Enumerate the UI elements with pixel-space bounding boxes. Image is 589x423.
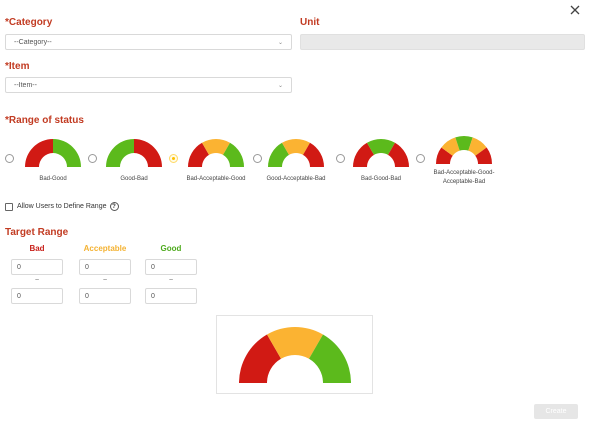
required-mark: *	[5, 115, 9, 126]
gauge-option-1[interactable]	[106, 138, 162, 168]
gauge-segment-acceptable	[267, 327, 323, 359]
target-range-label: Target Range	[5, 227, 69, 238]
range-option-radio[interactable]	[169, 154, 178, 163]
gauge-segment-bad	[239, 334, 281, 383]
gauge-segment-bad	[303, 142, 324, 167]
gauge-segment-good	[268, 142, 289, 167]
required-mark: *	[5, 17, 9, 28]
range-separator: ~	[103, 277, 108, 284]
close-icon	[570, 5, 580, 15]
gauge-segment-acceptable	[202, 139, 230, 155]
gauge-option-2[interactable]	[188, 138, 244, 168]
gauge-segment-bad	[388, 142, 409, 167]
gauge-segment-good	[53, 139, 81, 167]
allow-users-checkbox[interactable]	[5, 202, 13, 211]
gauge-segment-bad	[353, 142, 374, 167]
gauge-option-label: Good-Acceptable-Bad	[266, 176, 326, 182]
gauge-preview	[216, 315, 373, 394]
gauge-segment-good	[309, 334, 351, 383]
gauge-segment-bad	[25, 139, 53, 167]
target-col-header: Good	[160, 244, 182, 253]
gauge-option-label: Bad-Acceptable-Good	[186, 176, 246, 182]
chevron-down-icon: ⌄	[277, 39, 283, 46]
chevron-down-icon: ⌄	[277, 82, 283, 89]
gauge-option-label: Bad-Acceptable-Good-Acceptable-Bad	[433, 170, 495, 185]
gauge-segment-good	[106, 139, 134, 167]
close-button[interactable]	[568, 3, 582, 17]
range-option-radio[interactable]	[336, 154, 345, 163]
range-option-radio[interactable]	[88, 154, 97, 163]
gauge-option-label: Bad-Good	[39, 176, 67, 182]
gauge-segment-bad	[134, 139, 162, 167]
required-mark: *	[5, 61, 9, 72]
gauge-option-3[interactable]	[268, 138, 324, 168]
range-from-input[interactable]: 0	[145, 259, 197, 275]
gauge-option-5[interactable]	[436, 135, 492, 165]
item-select-value: --Item--	[14, 81, 37, 89]
gauge-segment-bad	[475, 147, 492, 164]
category-label: *Category	[5, 17, 52, 28]
gauge-segment-acceptable	[441, 137, 460, 156]
gauge-option-label: Good-Bad	[120, 176, 148, 182]
range-from-input[interactable]: 0	[11, 259, 63, 275]
gauge-segment-bad	[188, 142, 209, 167]
target-col-header: Bad	[29, 244, 45, 253]
item-select[interactable]: --Item-- ⌄	[5, 77, 292, 93]
allow-users-row: Allow Users to Define Range ?	[5, 202, 119, 211]
category-select[interactable]: --Category-- ⌄	[5, 34, 292, 50]
range-to-input[interactable]: 0	[11, 288, 63, 304]
gauge-segment-good	[223, 142, 244, 167]
range-option-radio[interactable]	[416, 154, 425, 163]
gauge-option-0[interactable]	[25, 138, 81, 168]
gauge-segment-bad	[436, 147, 453, 164]
allow-users-label: Allow Users to Define Range	[17, 203, 107, 210]
range-status-label: *Range of status	[5, 115, 84, 126]
preview-gauge	[239, 327, 351, 383]
help-icon[interactable]: ?	[109, 202, 119, 211]
range-from-input[interactable]: 0	[79, 259, 131, 275]
range-to-input[interactable]: 0	[145, 288, 197, 304]
range-to-input[interactable]: 0	[79, 288, 131, 304]
item-label-text: Item	[8, 61, 30, 72]
gauge-segment-good	[367, 139, 395, 155]
target-col-header: Acceptable	[83, 244, 127, 253]
gauge-segment-good	[455, 136, 473, 151]
unit-input	[300, 34, 585, 50]
item-label: *Item	[5, 61, 29, 72]
gauge-option-label: Bad-Good-Bad	[360, 176, 402, 182]
category-select-value: --Category--	[14, 38, 52, 46]
unit-label: Unit	[300, 17, 320, 28]
category-label-text: Category	[8, 17, 53, 28]
range-separator: ~	[35, 277, 40, 284]
range-option-radio[interactable]	[253, 154, 262, 163]
range-separator: ~	[169, 277, 174, 284]
range-status-label-text: Range of status	[8, 115, 84, 126]
gauge-segment-acceptable	[468, 137, 487, 156]
create-button[interactable]: Create	[534, 404, 578, 419]
gauge-option-4[interactable]	[353, 138, 409, 168]
range-option-radio[interactable]	[5, 154, 14, 163]
gauge-segment-acceptable	[282, 139, 310, 155]
